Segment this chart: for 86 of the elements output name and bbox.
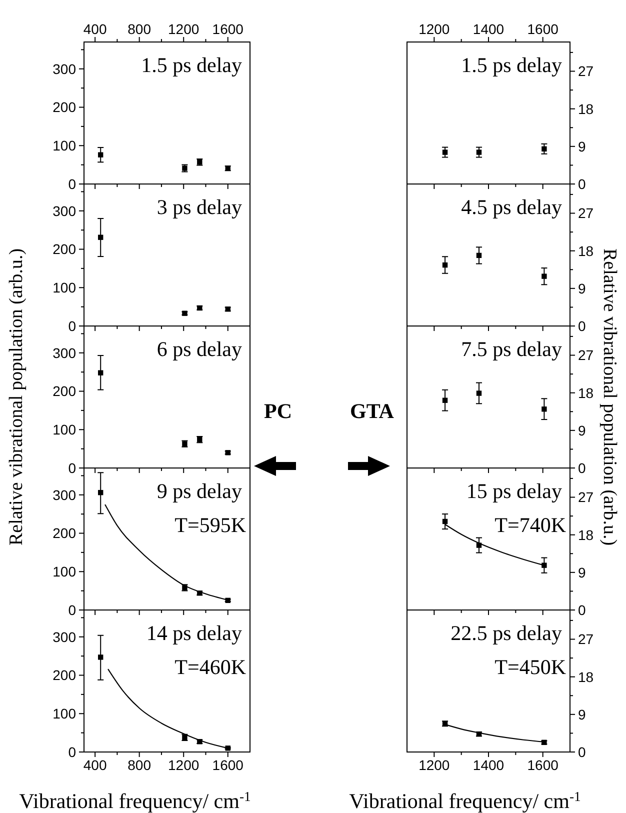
x2-tick-label: 1600: [212, 21, 244, 37]
x2-tick-label: 400: [83, 21, 107, 37]
x2-tick-label: 1200: [168, 21, 200, 37]
text: 4.5 ps delay: [461, 195, 562, 219]
x-tick-label: 400: [83, 757, 107, 773]
x2-tick-label: 1600: [527, 21, 559, 37]
annotation: T=740K: [494, 513, 566, 537]
y-tick-label: 0: [578, 176, 586, 192]
y-tick-label: 18: [578, 526, 594, 543]
x-tick-label: 1200: [418, 757, 450, 773]
y-tick-label: 27: [578, 63, 594, 80]
y-tick-label: 100: [52, 706, 76, 722]
text: 9 ps delay: [156, 479, 242, 503]
y-tick-label: 200: [52, 383, 76, 400]
y-tick-label: 300: [52, 344, 76, 361]
text: PC: [264, 399, 292, 423]
y-tick-label: 100: [52, 280, 76, 296]
point: [542, 406, 547, 412]
y-tick-label: 100: [52, 564, 76, 580]
y-axis-title: Relative vibrational population (arb.u.): [6, 248, 27, 546]
y-tick-label: 100: [52, 138, 76, 154]
x-axis-title: Vibrational frequency/ cm$^{-1}$: [19, 788, 251, 813]
x-tick-label: 1600: [212, 757, 244, 773]
y-tick-label: 9: [578, 138, 586, 154]
point: [98, 234, 104, 240]
x-axis-title: Vibrational frequency/ cm$^{-1}$: [349, 788, 581, 813]
x-tick-label: 1200: [168, 757, 200, 773]
y-tick-label: 200: [52, 99, 76, 116]
text: 15 ps delay: [466, 479, 562, 503]
y-tick-label: 0: [578, 460, 586, 476]
y-tick-label: 0: [68, 318, 76, 334]
y-tick-label: 0: [578, 744, 586, 760]
y-tick-label: 0: [578, 318, 586, 334]
x-tick-label: 1400: [472, 757, 504, 773]
point: [98, 370, 104, 376]
y-tick-label: 0: [578, 602, 586, 618]
point: [442, 518, 448, 524]
text: 3 ps delay: [156, 195, 242, 219]
point: [442, 262, 448, 268]
y-tick-label: 18: [578, 242, 594, 259]
x-tick-label: 800: [128, 757, 152, 773]
y-tick-label: 18: [578, 100, 594, 117]
point: [98, 654, 104, 660]
y-tick-label: 0: [68, 602, 76, 618]
y-tick-label: 9: [578, 280, 586, 296]
y-tick-label: 300: [52, 628, 76, 645]
x2-tick-label: 800: [128, 21, 152, 37]
text: 14 ps delay: [146, 621, 242, 645]
y-tick-label: 200: [52, 667, 76, 684]
y-tick-label: 18: [578, 668, 594, 685]
y-axis-title: Relative vibrational population (arb.u.): [599, 248, 620, 546]
annotation: T=460K: [174, 655, 246, 679]
point: [476, 390, 482, 396]
y-tick-label: 18: [578, 384, 594, 401]
y-tick-label: 0: [68, 460, 76, 476]
annotation: T=450K: [494, 655, 566, 679]
point: [542, 562, 547, 568]
x2-tick-label: 1400: [472, 21, 504, 37]
y-tick-label: 27: [578, 631, 594, 648]
y-tick-label: 9: [578, 422, 586, 438]
y-tick-label: 27: [578, 347, 594, 364]
y-tick-label: 200: [52, 525, 76, 542]
annotation: T=595K: [174, 513, 246, 537]
text: GTA: [350, 399, 395, 423]
text: 6 ps delay: [156, 337, 242, 361]
y-tick-label: 300: [52, 486, 76, 503]
text: 1.5 ps delay: [141, 53, 242, 77]
point: [542, 274, 547, 279]
y-tick-label: 300: [52, 202, 76, 219]
x-tick-label: 1600: [527, 757, 559, 773]
x2-tick-label: 1200: [418, 21, 450, 37]
y-tick-label: 9: [578, 564, 586, 580]
y-tick-label: 0: [68, 176, 76, 192]
text: 1.5 ps delay: [461, 53, 562, 77]
y-tick-label: 100: [52, 422, 76, 438]
y-tick-label: 200: [52, 241, 76, 258]
y-tick-label: 9: [578, 706, 586, 722]
y-tick-label: 300: [52, 60, 76, 77]
text: 22.5 ps delay: [450, 621, 562, 645]
text: 7.5 ps delay: [461, 337, 562, 361]
point: [442, 398, 448, 403]
point: [98, 490, 104, 496]
y-tick-label: 27: [578, 205, 594, 222]
y-tick-label: 27: [578, 489, 594, 506]
point: [476, 252, 482, 258]
y-tick-label: 0: [68, 744, 76, 760]
